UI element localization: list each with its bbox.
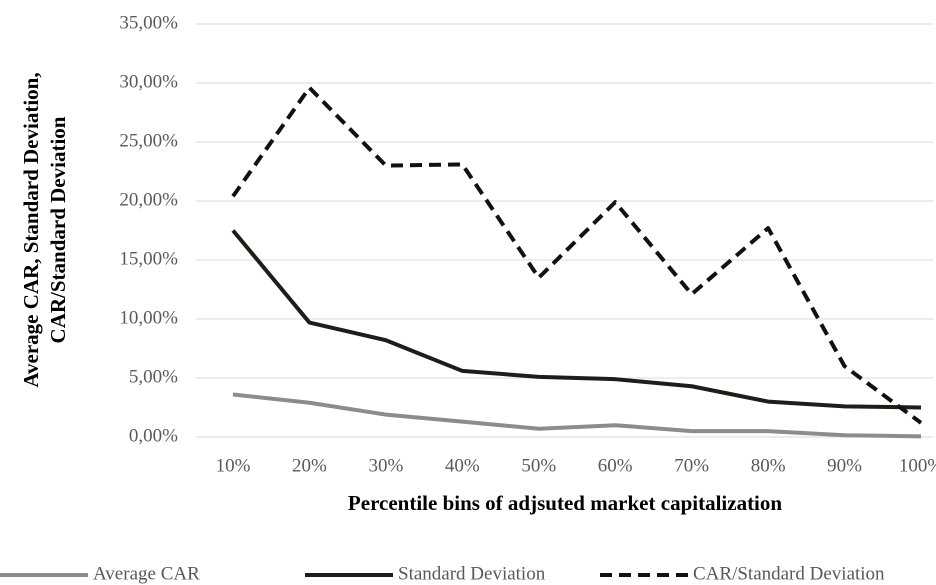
x-tick-label: 70%	[674, 455, 709, 476]
y-axis-title: CAR/Standard Deviation	[46, 116, 70, 343]
y-axis-title: Average CAR, Standard Deviation,	[19, 72, 43, 387]
x-tick-label: 60%	[598, 455, 633, 476]
y-tick-label: 30,00%	[119, 71, 178, 92]
y-tick-label: 35,00%	[119, 12, 178, 33]
x-tick-label: 30%	[368, 455, 403, 476]
y-tick-label: 15,00%	[119, 248, 178, 269]
line-series	[231, 85, 923, 425]
x-tick-label: 40%	[445, 455, 480, 476]
y-tick-label: 25,00%	[119, 130, 178, 151]
y-tick-label: 20,00%	[119, 189, 178, 210]
x-tick-label: 90%	[827, 455, 862, 476]
line-series	[232, 392, 922, 439]
x-tick-label: 10%	[216, 455, 251, 476]
x-axis-title: Percentile bins of adjsuted market capit…	[348, 491, 782, 515]
y-tick-label: 5,00%	[129, 366, 178, 387]
legend-label: Standard Deviation	[398, 563, 546, 584]
legend-label: CAR/Standard Deviation	[693, 563, 885, 584]
x-tick-label: 50%	[521, 455, 556, 476]
x-tick-label: 20%	[292, 455, 327, 476]
legend-label: Average CAR	[93, 563, 200, 584]
x-tick-label: 80%	[751, 455, 786, 476]
line-series	[231, 229, 922, 410]
x-tick-label: 100%	[899, 455, 936, 476]
y-tick-label: 0,00%	[129, 425, 178, 446]
y-tick-label: 10,00%	[119, 307, 178, 328]
